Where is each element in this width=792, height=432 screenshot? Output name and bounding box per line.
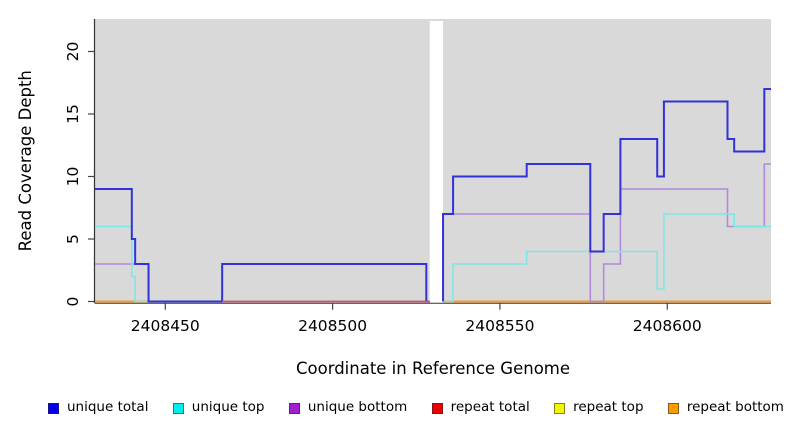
legend-label: unique bottom [307, 399, 408, 416]
unique-total-swatch-icon [48, 402, 59, 414]
repeat-top-swatch-icon [554, 402, 566, 414]
repeat-total-swatch-icon [431, 402, 443, 414]
legend-item-repeat-bottom: repeat bottom [667, 399, 784, 416]
x-tick-label: 2408500 [298, 317, 367, 335]
unique-bottom-swatch-icon [288, 402, 300, 414]
x-tick-label: 2408550 [465, 317, 534, 335]
coverage-gap-band [429, 21, 444, 303]
legend: unique total unique top unique bottom re… [48, 397, 784, 419]
legend-item-unique-bottom: unique bottom [288, 399, 408, 416]
x-tick-label: 2408600 [633, 317, 702, 335]
legend-label: repeat top [573, 399, 644, 416]
legend-label: unique total [67, 399, 149, 416]
y-tick-label: 10 [64, 167, 82, 187]
y-axis-title: Read Coverage Depth [16, 70, 35, 251]
legend-item-repeat-total: repeat total [431, 399, 530, 416]
legend-label: repeat bottom [686, 399, 784, 416]
legend-label: repeat total [450, 399, 530, 416]
y-tick-label: 15 [64, 104, 82, 124]
legend-item-unique-top: unique top [172, 399, 265, 416]
repeat-bottom-swatch-icon [667, 402, 679, 414]
y-tick-label: 0 [64, 297, 82, 307]
y-tick-label: 5 [64, 234, 82, 244]
series-unique-total-line [95, 88, 771, 303]
x-axis-title: Coordinate in Reference Genome [296, 359, 570, 378]
legend-item-unique-total: unique total [48, 401, 148, 415]
legend-item-repeat-top: repeat top [554, 399, 644, 416]
unique-top-swatch-icon [172, 402, 184, 414]
legend-label: unique top [191, 399, 265, 416]
y-tick-label: 20 [64, 42, 82, 62]
coverage-plot-canvas: 0 5 10 15 20 2408450 2408500 2408550 2408600 Coor… [16, 19, 771, 378]
x-tick-label: 2408450 [131, 317, 200, 335]
